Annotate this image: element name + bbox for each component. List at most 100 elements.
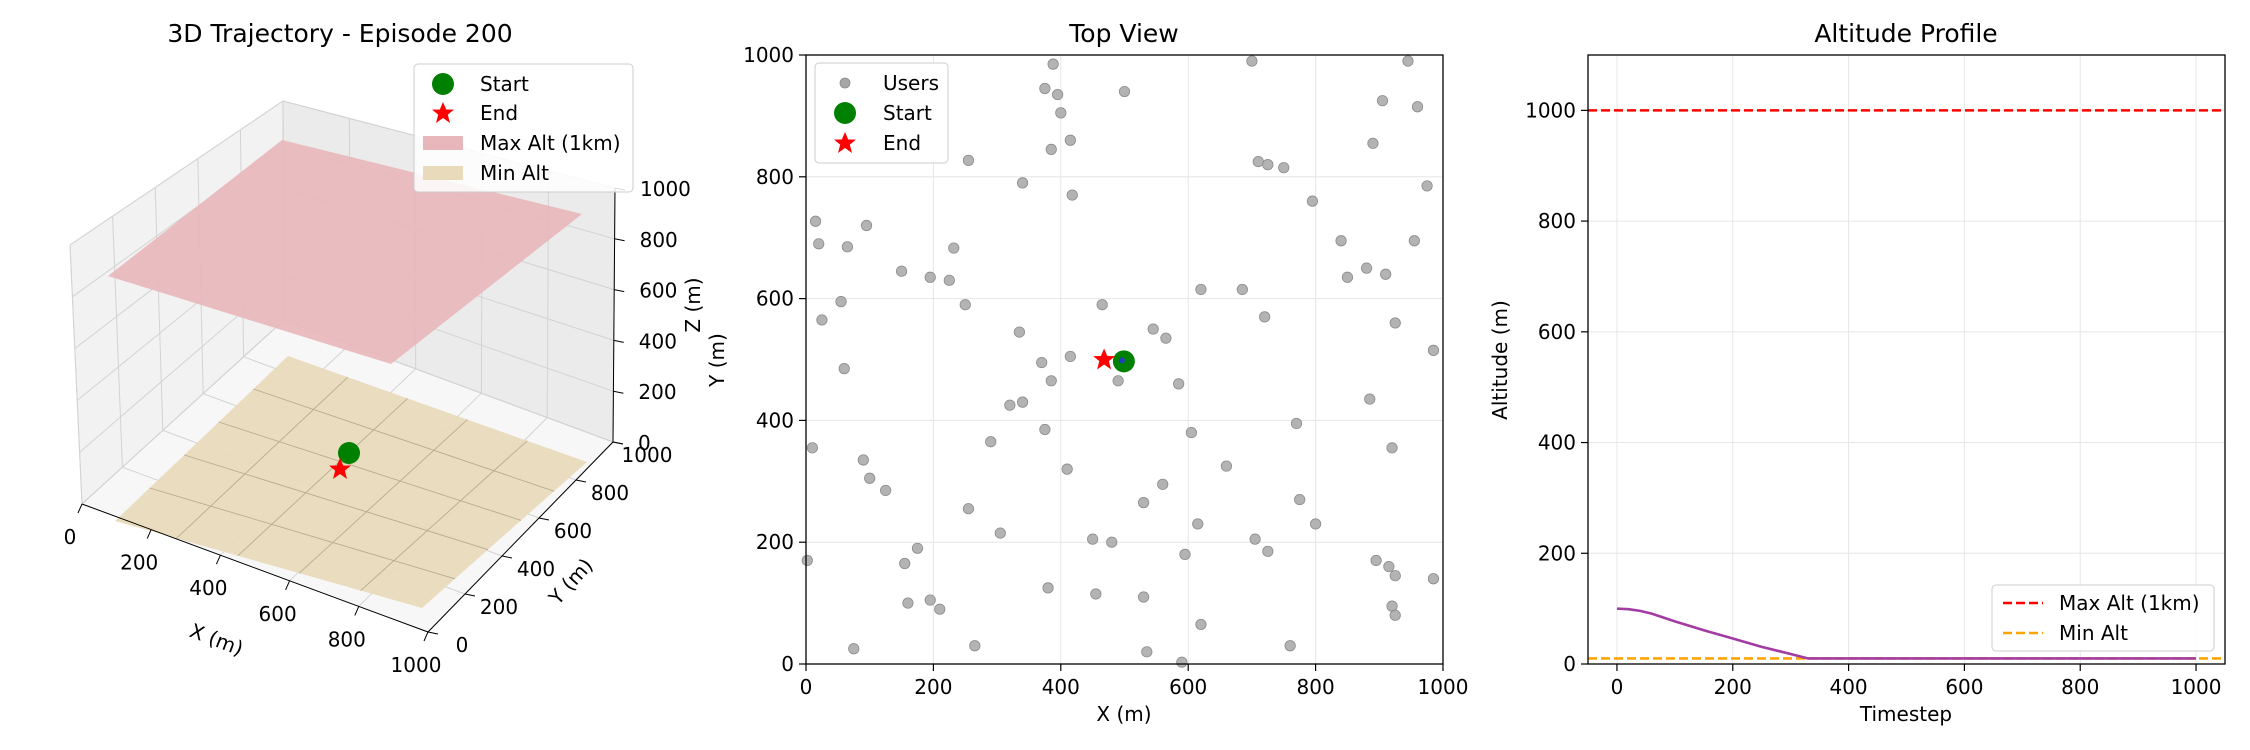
user-point (969, 640, 981, 652)
user-point (809, 215, 822, 227)
user-point (934, 603, 946, 615)
user-point (1138, 497, 1150, 509)
legend-start-label-top: Start (883, 101, 932, 125)
chart-title-altitude: Altitude Profile (1814, 19, 1997, 48)
user-point (902, 597, 914, 609)
tick-label-y-3d: 800 (591, 481, 629, 505)
user-point (1195, 283, 1207, 296)
tick-mark-x-3d (77, 503, 83, 514)
legend-frame-top (814, 62, 949, 164)
user-point (1045, 143, 1057, 155)
user-point (962, 503, 975, 515)
plot-area-altitude (1588, 55, 2225, 664)
wall-gridline-y (69, 244, 83, 505)
tick-label-y-top: 800 (756, 165, 794, 189)
tick-label-x-3d: 0 (64, 525, 77, 549)
tick-mark-x-3d (215, 554, 221, 565)
user-point (1192, 518, 1204, 530)
user-point (1246, 55, 1258, 67)
tick-label-x-top: 0 (800, 675, 813, 699)
user-point (1427, 344, 1440, 356)
tick-label-x-altitude: 800 (2061, 675, 2099, 699)
tick-label-z-3d: 1000 (640, 177, 691, 201)
legend-max-alt-label: Max Alt (1km) (2059, 591, 2200, 615)
user-point (1306, 195, 1319, 207)
user-point (1249, 533, 1261, 545)
legend-start-label-3d: Start (480, 72, 529, 96)
tick-mark-y-3d (427, 631, 439, 635)
altitude-series-line (1616, 607, 2197, 660)
tick-label-z-3d: 400 (639, 329, 677, 353)
user-point (1106, 536, 1118, 548)
chart-title-3d: 3D Trajectory - Episode 200 (167, 19, 512, 48)
user-point (1341, 271, 1354, 283)
tick-label-x-top: 1000 (1418, 675, 1469, 699)
user-point (880, 484, 892, 497)
plane-gridline (218, 421, 522, 521)
y-axis-label-top: Y (m) (705, 333, 729, 388)
tick-label-x-altitude: 400 (1829, 675, 1867, 699)
user-point (1036, 356, 1048, 369)
user-point (924, 271, 936, 283)
tick-label-y-top: 400 (756, 408, 794, 432)
plane-gridline (176, 376, 349, 539)
tick-label-z-3d: 0 (638, 431, 651, 455)
user-point (1090, 588, 1102, 600)
plane-gridline (360, 440, 528, 591)
tick-label-y-3d: 1000 (622, 443, 673, 467)
user-point (1262, 545, 1274, 557)
plane-gridline (298, 419, 468, 574)
tick-label-y-3d: 0 (456, 633, 469, 657)
user-point (1290, 417, 1303, 430)
user-point (1039, 423, 1051, 436)
legend-min-alt-swatch-3d (423, 166, 463, 180)
max-alt-plane (108, 140, 582, 364)
end-point-3d (329, 458, 351, 479)
user-point (1185, 426, 1197, 439)
user-point (1045, 375, 1057, 387)
trajectory-trace-top (1118, 357, 1125, 364)
legend-users-marker (839, 77, 851, 89)
user-point (1367, 137, 1379, 149)
wall-gridline-z (81, 319, 285, 505)
legend-end-marker-top (834, 132, 856, 153)
wall-gridline-z (69, 100, 284, 246)
user-point (1364, 393, 1376, 405)
user-point (1179, 548, 1191, 560)
user-point (1157, 478, 1169, 490)
tick-label-x-altitude: 1000 (2171, 675, 2222, 699)
z-axis-label-3d: Z (m) (681, 277, 705, 332)
user-point (1173, 378, 1185, 390)
user-point (1013, 326, 1025, 338)
plot-frame-altitude (1587, 54, 2226, 665)
user-point (1016, 177, 1029, 189)
user-point (1141, 646, 1153, 658)
user-point (801, 554, 813, 567)
user-point (911, 542, 924, 554)
wall-gridline-y (112, 216, 123, 468)
legend-end-label-top: End (883, 131, 921, 155)
user-point (1294, 493, 1306, 506)
user-point (1370, 554, 1382, 567)
users-series (801, 55, 1440, 668)
legend-end-marker-3d (432, 102, 454, 123)
user-point (895, 265, 908, 277)
plane-gridline (149, 487, 456, 580)
tick-label-x-altitude: 600 (1945, 675, 1983, 699)
tick-label-y-3d: 600 (554, 519, 592, 543)
tick-mark-x-3d (146, 529, 152, 539)
user-point (1147, 323, 1159, 335)
tick-mark-z-3d (614, 238, 625, 242)
tick-mark-y-3d (464, 593, 476, 597)
user-point (924, 594, 936, 606)
user-point (813, 238, 825, 250)
user-point (816, 314, 828, 326)
z-axis-line-3d (612, 187, 616, 443)
user-point (806, 442, 818, 454)
tick-label-y-altitude: 800 (1538, 209, 1576, 233)
user-point (1138, 591, 1150, 603)
legend-3d: Start End Max Alt (1km) Min Alt (413, 63, 634, 193)
top-view-markers (1093, 348, 1135, 373)
tick-mark-y-3d (575, 479, 587, 483)
user-point (1386, 442, 1398, 454)
